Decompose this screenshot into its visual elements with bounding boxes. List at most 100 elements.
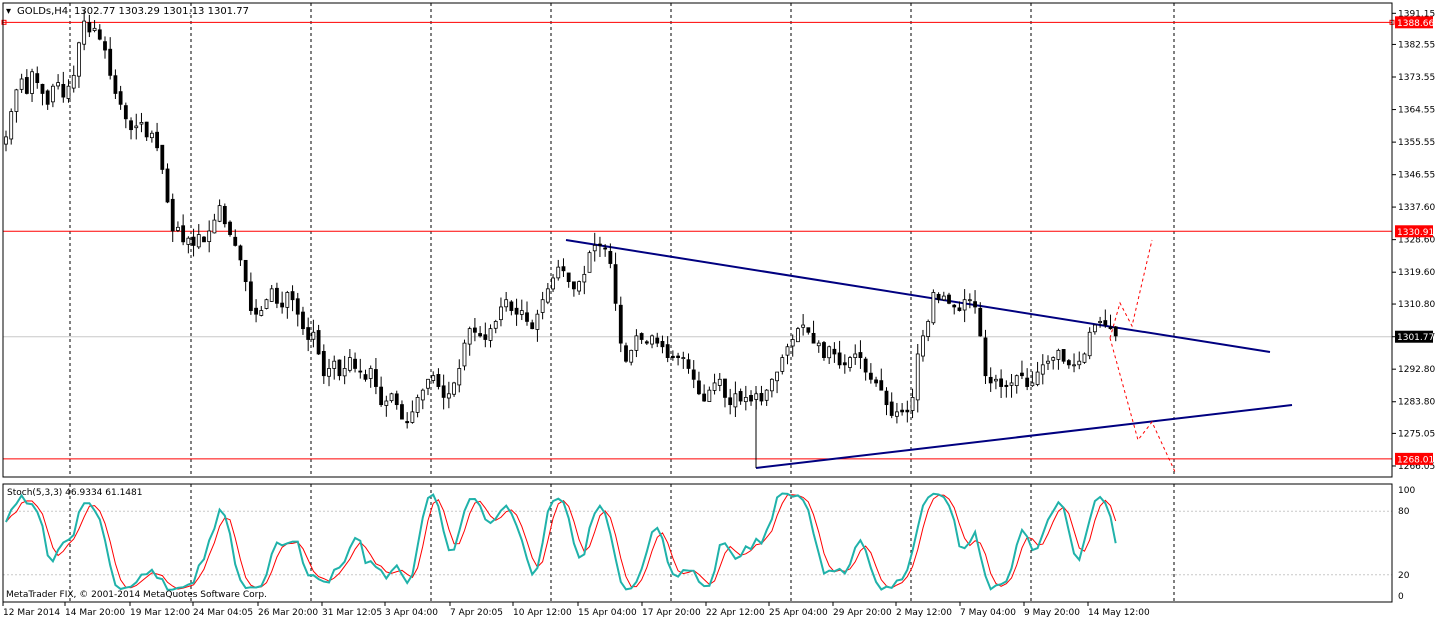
candle-body	[1087, 331, 1092, 357]
candle-body	[129, 120, 133, 131]
time-tick-label: 17 Apr 20:00	[642, 608, 701, 618]
candle-body	[697, 380, 701, 395]
candle-body	[316, 330, 321, 355]
candle-body	[144, 121, 149, 138]
candle-body	[1092, 324, 1097, 333]
candle-body	[582, 273, 587, 283]
candle-body	[176, 226, 180, 231]
candle-body	[634, 335, 639, 351]
time-tick-label: 14 May 12:00	[1088, 608, 1150, 618]
candle-body	[780, 357, 785, 372]
level-price-label-bg	[1395, 452, 1433, 465]
candle-body	[759, 392, 764, 402]
candle-body	[19, 78, 24, 90]
candle-body	[332, 360, 337, 369]
candle-body	[222, 206, 227, 225]
candle-body	[66, 85, 71, 99]
candle-body	[926, 321, 931, 337]
candle-body	[743, 396, 748, 403]
candle-body	[571, 281, 576, 290]
candle-body	[228, 221, 232, 235]
candle-body	[202, 236, 206, 243]
candle-body	[347, 357, 352, 371]
candle-body	[540, 299, 545, 313]
candle-body	[530, 322, 535, 330]
candle-body	[254, 307, 258, 315]
price-tick-label: 1283.80	[1398, 398, 1435, 408]
candle-body	[212, 219, 217, 234]
main-panel-frame	[2, 2, 1393, 478]
collapse-arrow-icon[interactable]: ▾	[6, 6, 11, 17]
candle-body	[191, 236, 196, 246]
time-tick-label: 25 Apr 04:00	[769, 608, 828, 618]
candle-body	[259, 310, 264, 316]
candle-body	[931, 292, 936, 324]
candle-body	[415, 396, 420, 413]
candle-body	[30, 71, 34, 94]
candle-body	[61, 83, 66, 98]
candle-body	[728, 397, 733, 406]
price-tick-label: 1319.60	[1398, 268, 1435, 278]
candle-body	[973, 301, 977, 308]
price-tick-label: 1391.15	[1398, 9, 1435, 19]
candle-body	[441, 385, 446, 398]
candle-body	[478, 333, 483, 337]
candle-body	[97, 29, 102, 40]
candle-body	[967, 299, 972, 302]
candle-body	[248, 281, 253, 311]
forecast-bearish-path	[1109, 337, 1177, 475]
candle-body	[321, 351, 326, 377]
candle-body	[217, 205, 222, 222]
candle-body	[853, 353, 858, 358]
candle-body	[519, 310, 524, 315]
candle-body	[1056, 349, 1061, 360]
price-tick-label: 1310.80	[1398, 300, 1435, 310]
candle-body	[420, 389, 425, 401]
candle-body	[379, 386, 384, 406]
candle-body	[118, 91, 123, 105]
candle-body	[337, 359, 342, 377]
candle-body	[82, 20, 87, 45]
time-tick-label: 2 May 12:00	[896, 608, 952, 618]
candle-body	[665, 344, 670, 358]
candle-body	[123, 105, 128, 120]
candle-body	[306, 327, 311, 340]
candle-body	[827, 346, 832, 359]
price-tick-label: 1364.55	[1398, 106, 1435, 116]
candle-body	[269, 288, 274, 302]
time-tick-label: 22 Apr 12:00	[706, 608, 765, 618]
candle-body	[483, 334, 488, 340]
price-tick-label: 1373.55	[1398, 73, 1435, 83]
candle-body	[45, 90, 50, 105]
candle-body	[723, 378, 727, 398]
candle-body	[1051, 357, 1056, 361]
candle-body	[87, 22, 92, 33]
candle-body	[40, 83, 45, 94]
candle-body	[149, 132, 154, 139]
candle-body	[702, 393, 707, 402]
candle-body	[545, 288, 550, 303]
candle-body	[639, 333, 644, 340]
candle-body	[275, 287, 279, 304]
candle-body	[806, 327, 811, 333]
candle-body	[353, 358, 357, 369]
candle-body	[764, 389, 769, 401]
candle-body	[644, 341, 649, 344]
candle-body	[1020, 372, 1024, 377]
candle-body	[1040, 364, 1045, 375]
candle-body	[650, 335, 654, 345]
candle-body	[1004, 384, 1009, 387]
candle-body	[561, 266, 566, 272]
candle-body	[707, 389, 712, 402]
candle-body	[290, 291, 295, 301]
time-tick-label: 3 Apr 04:00	[385, 608, 438, 618]
candle-body	[952, 304, 957, 308]
candle-body	[1113, 326, 1118, 337]
level-price-label-bg	[1395, 16, 1433, 29]
candle-body	[905, 409, 910, 413]
candle-body	[884, 390, 889, 406]
candle-body	[1014, 375, 1019, 387]
price-tick-label: 1266.05	[1398, 462, 1435, 472]
